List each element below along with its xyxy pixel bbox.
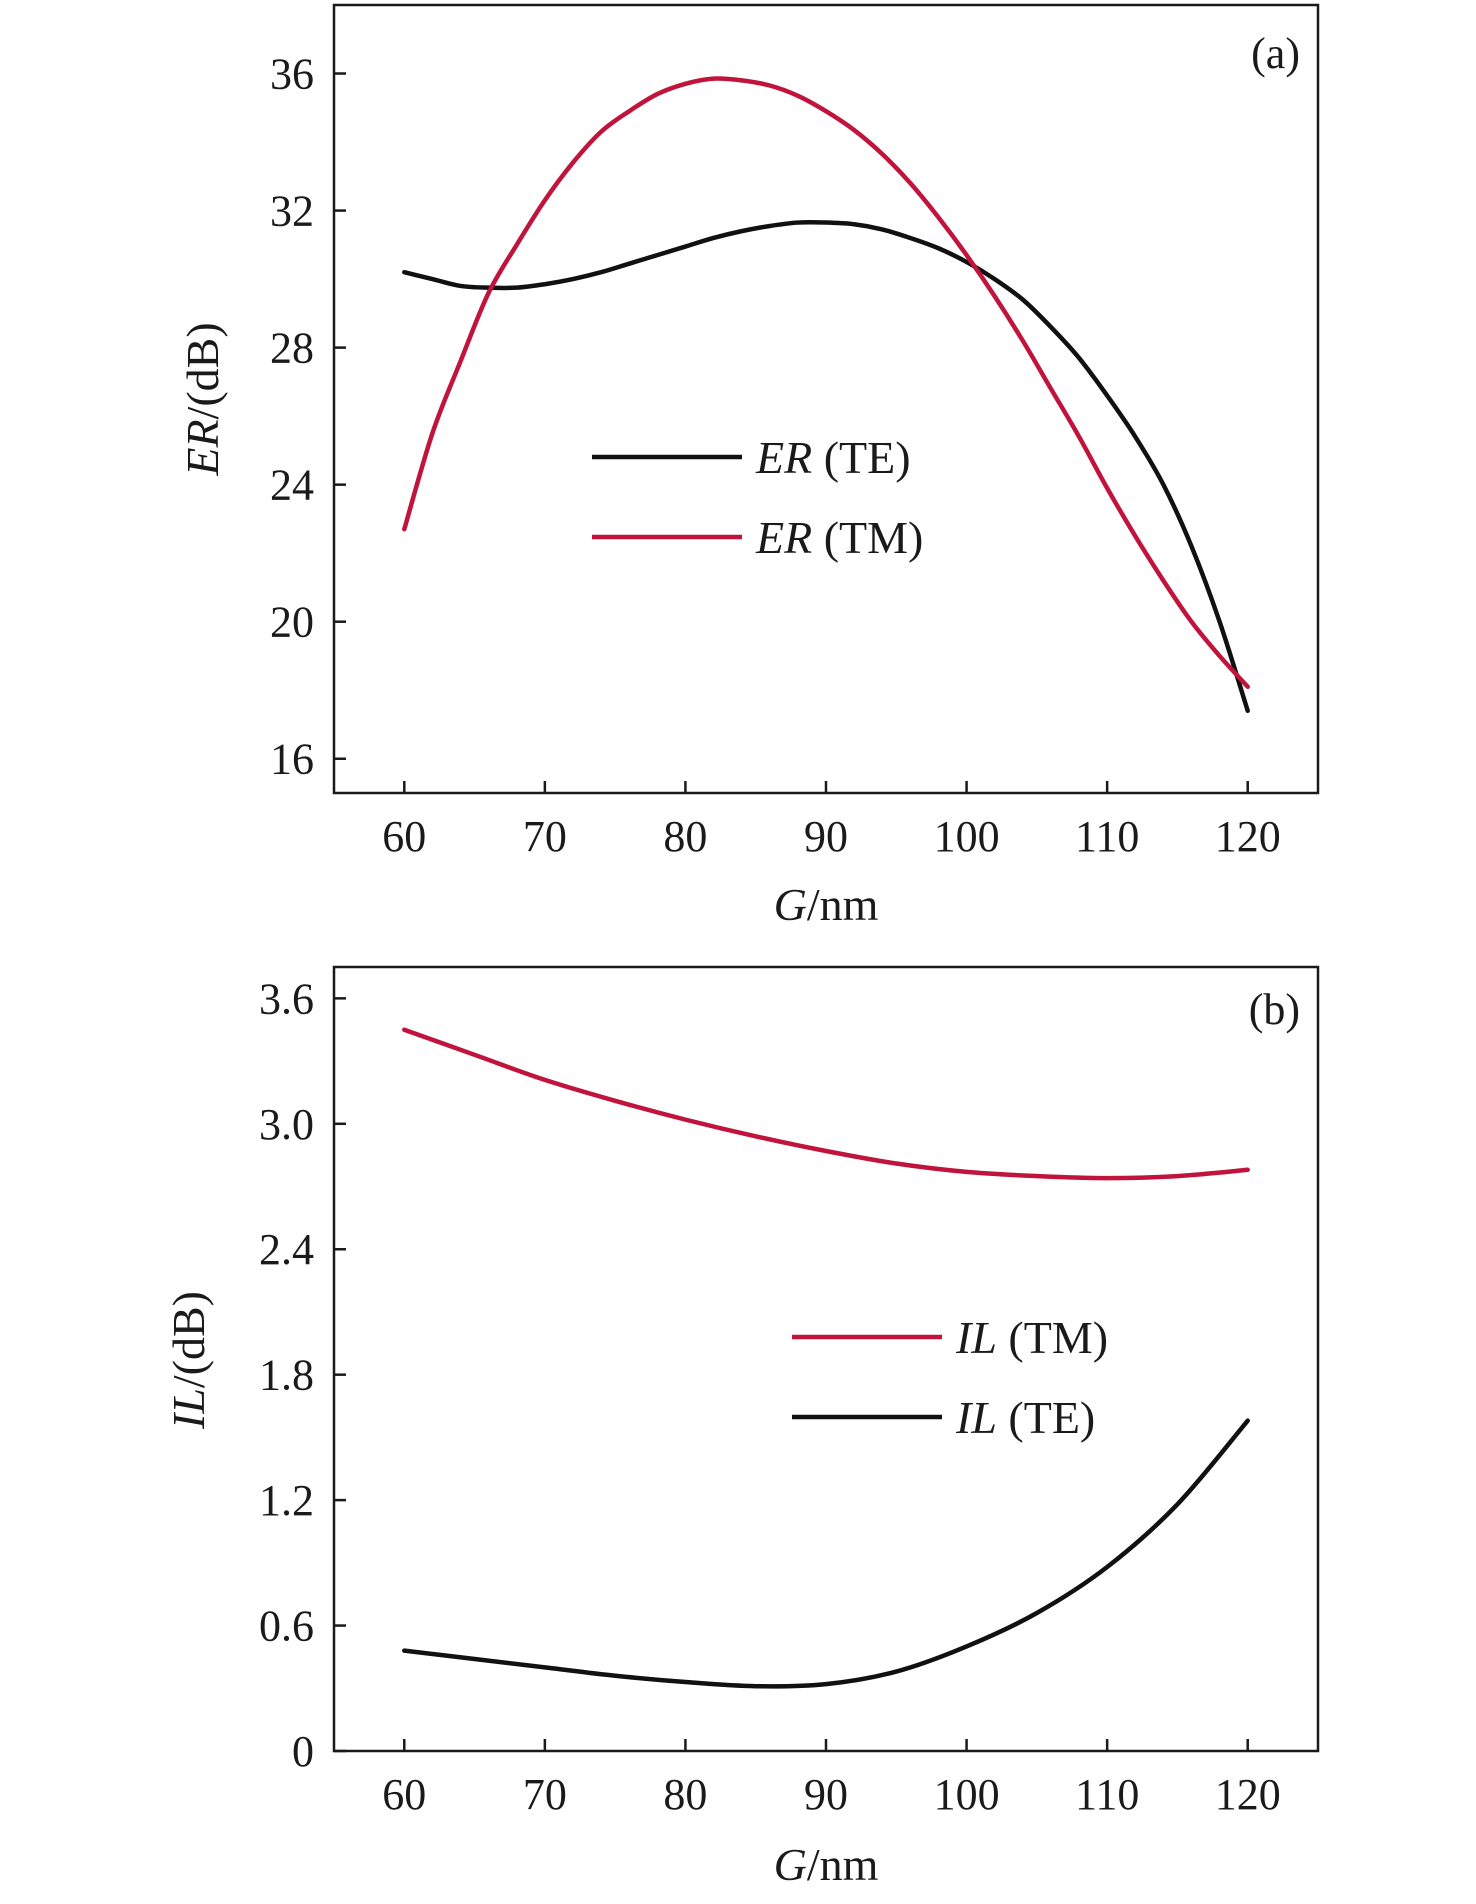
panel-b-legend: IL (TM) IL (TE) [792,1312,1108,1443]
panel-b-y-tick-label: 1.2 [259,1476,314,1525]
series-line-er-tm [402,76,1250,690]
panel-a-x-tick-label: 100 [934,812,1000,861]
legend-label-il-te: IL (TE) [955,1392,1095,1443]
panel-a-x-tick-label: 90 [804,812,848,861]
panel-b-x-tick-label: 70 [523,1770,567,1819]
panel-a-y-tick-label: 28 [270,324,314,373]
panel-a-legend: ER (TE) ER (TM) [592,432,923,563]
panel-a-y-tick-label: 36 [270,50,314,99]
legend-label-er-te: ER (TE) [755,432,911,483]
panel-b-y-tick-label: 0 [292,1727,314,1776]
panel-b-chart: 60 70 80 90 100 110 120 0 0.6 1.2 1.8 2.4 3.0 3.6 (b)… [163,965,1320,1890]
panel-b-x-tick-label: 100 [934,1770,1000,1819]
panel-b-x-tick-label: 110 [1075,1770,1139,1819]
panel-a-y-tick-label: 32 [270,187,314,236]
panel-b-x-tick-label: 120 [1215,1770,1281,1819]
panel-a-y-tick-label: 24 [270,461,314,510]
panel-a-x-tick-label: 60 [382,812,426,861]
panel-b-y-tick-label: 3.0 [259,1100,314,1149]
panel-a-chart: 60 70 80 90 100 110 120 16 20 24 28 32 36 (a) G/nm E… [177,3,1320,930]
legend-label-er-tm: ER (TM) [755,512,923,563]
panel-b-y-tick-label: 3.6 [259,974,314,1023]
panel-b-y-tick-label: 0.6 [259,1602,314,1651]
panel-a-x-axis-label: G/nm [774,879,879,930]
panel-a-y-tick-label: 20 [270,598,314,647]
panel-a-y-axis-label: ER/(dB) [177,322,228,476]
panel-b-x-axis-label: G/nm [774,1839,879,1890]
series-line-il-te [402,1418,1250,1689]
panel-a-y-tick-label: 16 [270,735,314,784]
panel-a-x-tick-label: 110 [1075,812,1139,861]
panel-b-y-axis-label: IL/(dB) [163,1291,214,1430]
series-line-er-te [402,219,1250,714]
panel-b-x-tick-label: 90 [804,1770,848,1819]
panel-b-x-tick-label: 80 [663,1770,707,1819]
panel-b-y-tick-label: 2.4 [259,1225,314,1274]
panel-a-label: (a) [1251,29,1300,78]
panel-a-x-tick-label: 120 [1215,812,1281,861]
series-line-il-tm [402,1027,1250,1181]
panel-a-x-tick-label: 70 [523,812,567,861]
panel-b-x-tick-label: 60 [382,1770,426,1819]
panel-b-label: (b) [1249,985,1300,1034]
legend-label-il-tm: IL (TM) [955,1312,1108,1363]
panel-a-x-tick-label: 80 [663,812,707,861]
panel-b-y-tick-label: 1.8 [259,1351,314,1400]
